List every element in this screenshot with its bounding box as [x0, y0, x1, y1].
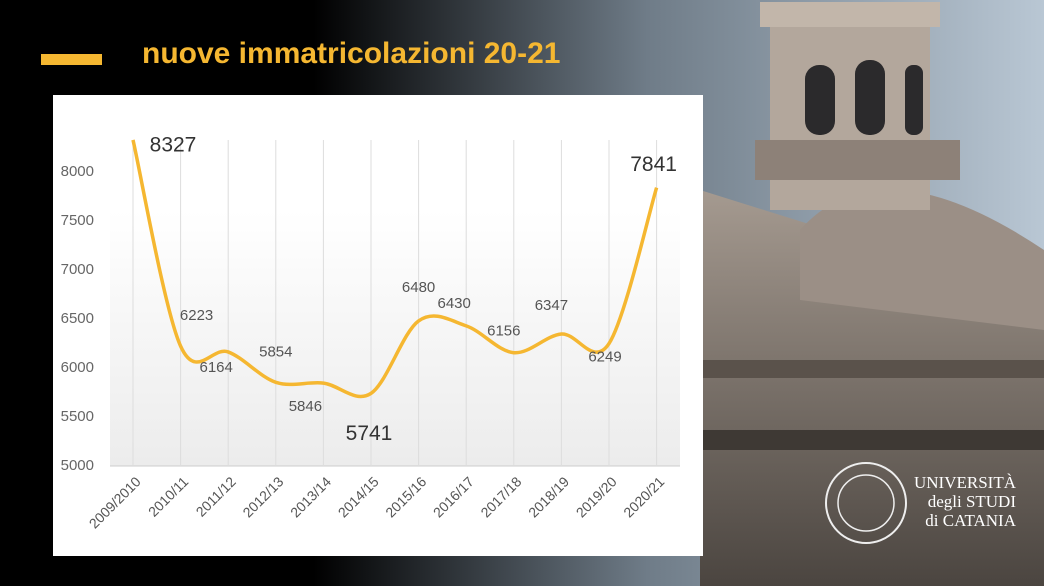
y-tick-label: 7500	[61, 212, 94, 229]
logo-text: di CATANIA	[925, 511, 1016, 530]
photo	[700, 2, 1044, 586]
data-label: 5846	[289, 398, 322, 415]
data-label: 6164	[200, 359, 233, 376]
data-label: 6480	[402, 279, 435, 296]
y-tick-label: 8000	[61, 163, 94, 180]
plot-band	[110, 210, 680, 466]
title-bar	[41, 54, 102, 65]
data-label: 5741	[346, 422, 393, 445]
data-label: 6249	[588, 349, 621, 366]
y-tick-label: 7000	[61, 261, 94, 278]
data-label: 6156	[487, 323, 520, 340]
data-label: 6223	[180, 307, 213, 324]
y-tick-label: 5000	[61, 457, 94, 474]
logo-text: degli STUDI	[928, 492, 1017, 511]
title: nuove immatricolazioni 20-21	[142, 37, 560, 70]
line	[131, 139, 659, 399]
data-label: 7841	[630, 153, 677, 176]
logo-text: UNIVERSITÀ	[914, 473, 1017, 492]
data-label: 5854	[259, 343, 292, 360]
data-label: 8327	[150, 134, 197, 157]
data-label: 6347	[535, 297, 568, 314]
data-label: 6430	[438, 295, 471, 312]
y-tick-label: 5500	[61, 408, 94, 425]
y-tick-label: 6500	[61, 310, 94, 327]
y-tick-label: 6000	[61, 359, 94, 376]
